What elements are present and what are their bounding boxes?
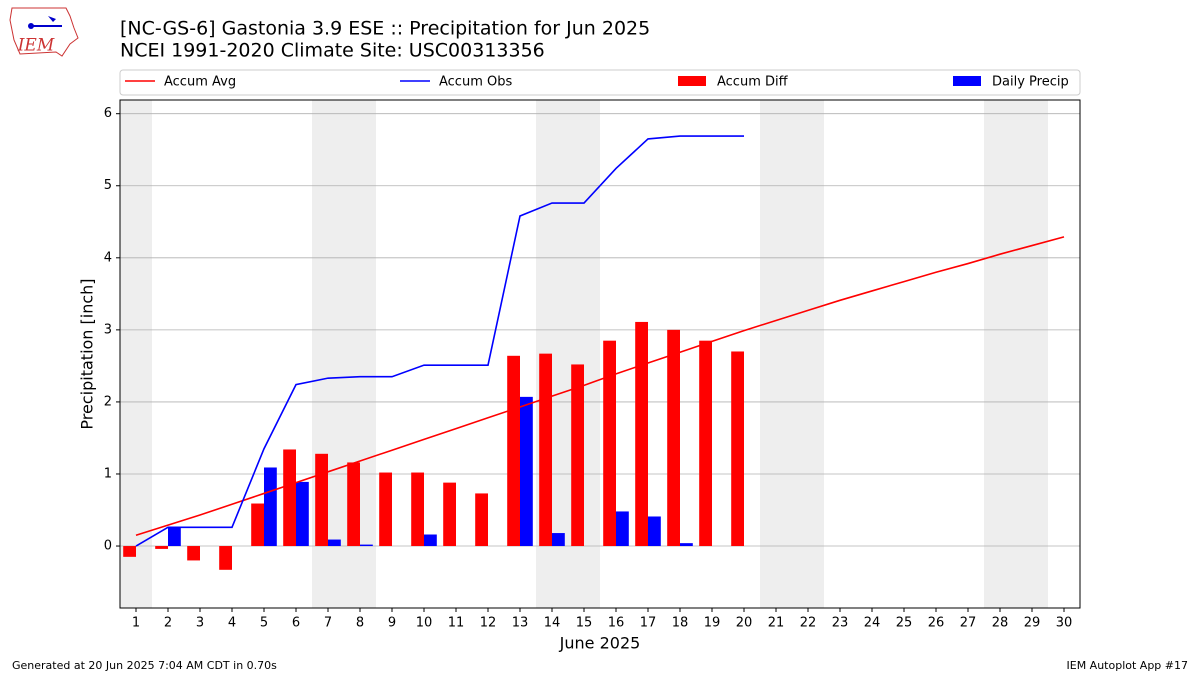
bar: [219, 546, 232, 570]
line: [135, 236, 1065, 536]
bar: [123, 546, 136, 557]
x-tick-label: 12: [480, 616, 497, 631]
bar: [699, 340, 712, 547]
plot-frame: [119, 99, 1081, 609]
x-tick-label: 1: [132, 616, 140, 631]
x-tick-label: 24: [864, 616, 881, 631]
bar: [424, 534, 437, 547]
x-tick-label: 17: [640, 616, 657, 631]
x-axis-label: June 2025: [559, 634, 641, 653]
x-tick-label: 20: [736, 616, 753, 631]
legend-label: Accum Avg: [164, 75, 236, 90]
bar: [379, 472, 392, 547]
x-tick-label: 30: [1056, 616, 1073, 631]
bar: [360, 544, 373, 547]
bar: [296, 481, 309, 547]
bar: [571, 364, 584, 547]
logo-text: IEM: [17, 36, 55, 56]
legend-label: Daily Precip: [992, 75, 1069, 90]
x-tick-label: 13: [512, 616, 529, 631]
y-tick-label: 5: [104, 178, 112, 193]
bar: [251, 503, 264, 547]
bar: [315, 453, 328, 547]
bar: [264, 467, 277, 547]
bar: [328, 539, 341, 547]
x-tick-label: 19: [704, 616, 721, 631]
footer-right: IEM Autoplot App #17: [1067, 659, 1189, 672]
x-tick-label: 3: [196, 616, 204, 631]
x-tick-label: 2: [164, 616, 172, 631]
x-tick-label: 27: [960, 616, 977, 631]
bar: [475, 493, 488, 547]
legend-label: Accum Obs: [439, 75, 512, 90]
bar: [187, 546, 200, 561]
x-tick-label: 5: [260, 616, 268, 631]
weekend-shade: [760, 100, 824, 608]
bar: [411, 472, 424, 547]
bar: [648, 516, 661, 547]
bar: [347, 462, 360, 547]
bar: [520, 396, 533, 547]
y-tick-label: 6: [104, 106, 112, 121]
bar: [155, 546, 168, 549]
bar: [731, 351, 744, 547]
y-axis-label: Precipitation [inch]: [78, 278, 97, 429]
x-tick-label: 15: [576, 616, 593, 631]
x-tick-label: 9: [388, 616, 396, 631]
bar: [507, 355, 520, 547]
x-tick-label: 7: [324, 616, 332, 631]
line: [135, 135, 744, 547]
x-tick-label: 10: [416, 616, 433, 631]
y-tick-label: 4: [104, 250, 112, 265]
x-tick-label: 21: [768, 616, 785, 631]
y-tick-label: 0: [104, 539, 112, 554]
x-tick-label: 11: [448, 616, 465, 631]
x-tick-label: 25: [896, 616, 913, 631]
bar: [552, 533, 565, 547]
y-tick-label: 3: [104, 322, 112, 337]
y-tick-label: 2: [104, 394, 112, 409]
weekend-shade: [120, 100, 152, 608]
bar: [443, 482, 456, 547]
chart-title: [NC-GS-6] Gastonia 3.9 ESE :: Precipitat…: [120, 18, 650, 40]
bar: [168, 527, 181, 547]
x-tick-label: 18: [672, 616, 689, 631]
legend-swatch: [678, 76, 706, 86]
x-tick-label: 29: [1024, 616, 1041, 631]
bar: [603, 340, 616, 547]
bar: [539, 353, 552, 547]
bar: [283, 449, 296, 547]
x-tick-label: 8: [356, 616, 364, 631]
x-tick-label: 4: [228, 616, 236, 631]
x-tick-label: 22: [800, 616, 817, 631]
footer-left: Generated at 20 Jun 2025 7:04 AM CDT in …: [12, 659, 277, 672]
bar: [616, 511, 629, 547]
legend-swatch: [953, 76, 981, 86]
x-tick-label: 28: [992, 616, 1009, 631]
x-tick-label: 6: [292, 616, 300, 631]
x-tick-label: 26: [928, 616, 945, 631]
logo: IEM: [9, 7, 79, 57]
chart-subtitle: NCEI 1991-2020 Climate Site: USC00313356: [120, 40, 545, 62]
x-tick-label: 23: [832, 616, 849, 631]
legend-label: Accum Diff: [717, 75, 789, 90]
bar: [635, 321, 648, 547]
x-tick-label: 14: [544, 616, 561, 631]
bar: [680, 543, 693, 547]
x-tick-label: 16: [608, 616, 625, 631]
bar: [667, 329, 680, 547]
legend: [119, 69, 1081, 96]
weekend-shade: [984, 100, 1048, 608]
y-tick-label: 1: [104, 466, 112, 481]
